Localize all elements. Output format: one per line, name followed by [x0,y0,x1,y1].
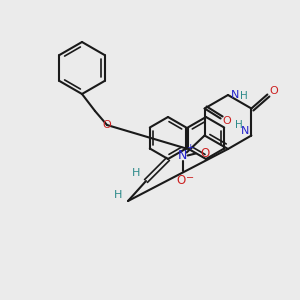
Text: O: O [269,85,278,95]
Text: N: N [178,149,187,162]
Text: H: H [114,190,122,200]
Text: −: − [186,173,194,184]
Text: O: O [222,116,231,125]
Text: N: N [231,90,239,100]
Text: N: N [241,125,250,136]
Text: H: H [132,168,140,178]
Text: H: H [240,91,248,101]
Text: +: + [186,143,194,152]
Text: O: O [103,120,111,130]
Text: O: O [200,147,209,160]
Text: O: O [176,174,185,187]
Text: H: H [235,121,242,130]
